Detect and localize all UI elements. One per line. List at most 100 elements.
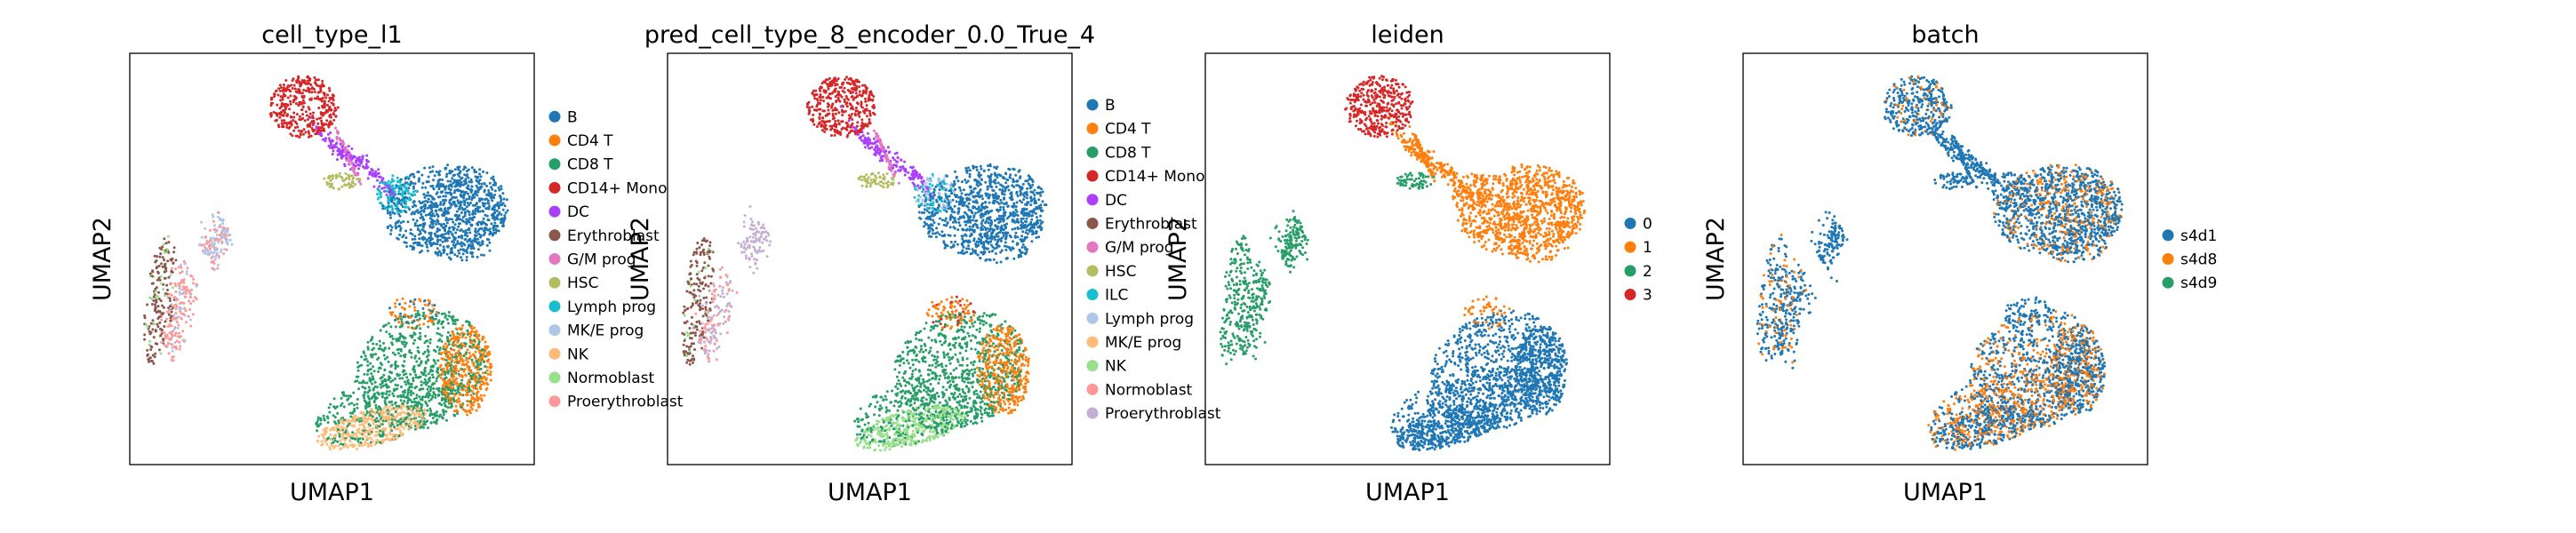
point-cd14-mono [281, 95, 284, 99]
point-cd8-t [380, 376, 383, 379]
point-proerythroblast [215, 253, 219, 257]
legend-label: MK/E prog [567, 322, 644, 340]
point-cd14-mono [819, 93, 822, 97]
point-cd8-t [473, 338, 476, 342]
point-cd8-t [419, 327, 422, 330]
point-cd8-t [447, 311, 451, 314]
point-proerythroblast [208, 228, 212, 232]
point-nk [420, 415, 424, 418]
point-b [413, 235, 417, 238]
point-b [421, 181, 425, 185]
point-cd14-mono [286, 113, 290, 116]
point-erythroblast [163, 270, 166, 274]
point-cd8-t [434, 362, 437, 365]
point-cd8-t [379, 344, 382, 347]
point-b [964, 166, 968, 170]
point-cd8-t [457, 386, 460, 389]
point-mk-e-prog [178, 290, 181, 294]
point-normoblast [725, 331, 729, 334]
point-nk [372, 418, 375, 421]
point-cd8-t [316, 418, 320, 422]
point-b [492, 224, 495, 227]
point-b [454, 231, 458, 235]
point-cd8-t [396, 394, 400, 398]
point-cd8-t [316, 416, 320, 419]
point-cd8-t [343, 418, 346, 422]
point-dc [315, 126, 318, 130]
point-cd8-t [375, 396, 379, 400]
point-lymph-prog [380, 202, 383, 205]
point-cd14-mono [278, 112, 281, 115]
point-b [468, 213, 471, 217]
point-cd8-t [361, 380, 364, 384]
point-b [996, 242, 999, 245]
point-cd14-mono [325, 119, 329, 123]
point-erythroblast [169, 316, 172, 320]
point-cd14-mono [297, 90, 300, 93]
point-hsc [882, 173, 885, 177]
point-lymph-prog [387, 197, 390, 201]
point-cd8-t [411, 401, 414, 404]
point-dc [336, 158, 339, 162]
point-cd8-t [460, 378, 464, 382]
point-cd8-t [357, 387, 361, 391]
point-b [447, 211, 451, 215]
point-b [488, 241, 492, 244]
point-erythroblast [152, 336, 156, 339]
point-cd8-t [385, 330, 388, 334]
point-mk-e-prog [219, 218, 222, 221]
point-b [444, 167, 447, 171]
point-b [459, 248, 462, 251]
point-cd14-mono [319, 89, 323, 92]
point-cd14-mono [316, 78, 320, 82]
point-cd8-t [366, 346, 370, 349]
point-cd8-t [365, 381, 369, 385]
point-b [426, 249, 429, 252]
point-b [433, 197, 436, 201]
point-cd4-t [424, 314, 428, 318]
point-erythroblast [164, 276, 167, 280]
point-g-m-prog [344, 148, 348, 152]
point-b [485, 214, 489, 218]
point-b [439, 235, 443, 238]
point-proerythroblast [188, 299, 190, 303]
point-cd8-t [322, 414, 325, 418]
point-b [429, 185, 433, 188]
point-lymph-prog [397, 189, 401, 193]
point-cd14-mono [297, 129, 300, 132]
point-b [422, 210, 426, 213]
point-b [404, 229, 408, 233]
point-b [482, 204, 485, 208]
point-cd8-t [422, 381, 426, 385]
point-nk [399, 411, 403, 415]
point-b [426, 206, 429, 210]
point-b [456, 254, 460, 258]
point-cd14-mono [303, 119, 307, 123]
point-b [435, 203, 438, 207]
point-b [499, 221, 502, 225]
point-nk [343, 439, 347, 442]
point-cd4-t [476, 371, 479, 375]
point-cd8-t [425, 339, 428, 343]
point-mk-e-prog [199, 243, 203, 246]
point-proerythroblast [188, 296, 192, 299]
point-cd8-t [412, 392, 415, 395]
point-cd8-t [379, 329, 382, 332]
point-dc [336, 153, 340, 156]
point-cd8-t [371, 395, 374, 399]
point-g-m-prog [359, 182, 363, 186]
point-cd8-t [884, 394, 887, 398]
point-cd8-t [414, 354, 418, 358]
point-proerythroblast [170, 337, 172, 340]
point-cd8-t [470, 358, 474, 362]
point-cd4-t [406, 325, 410, 329]
point-cd8-t [958, 393, 962, 396]
point-cd4-t [488, 365, 492, 369]
point-cd8-t [415, 360, 419, 363]
point-proerythroblast [717, 345, 721, 348]
legend-marker [548, 110, 561, 123]
point-b [402, 220, 405, 223]
legend-label: B [567, 108, 578, 126]
point-mk-e-prog [180, 263, 182, 266]
point-b [426, 201, 429, 203]
